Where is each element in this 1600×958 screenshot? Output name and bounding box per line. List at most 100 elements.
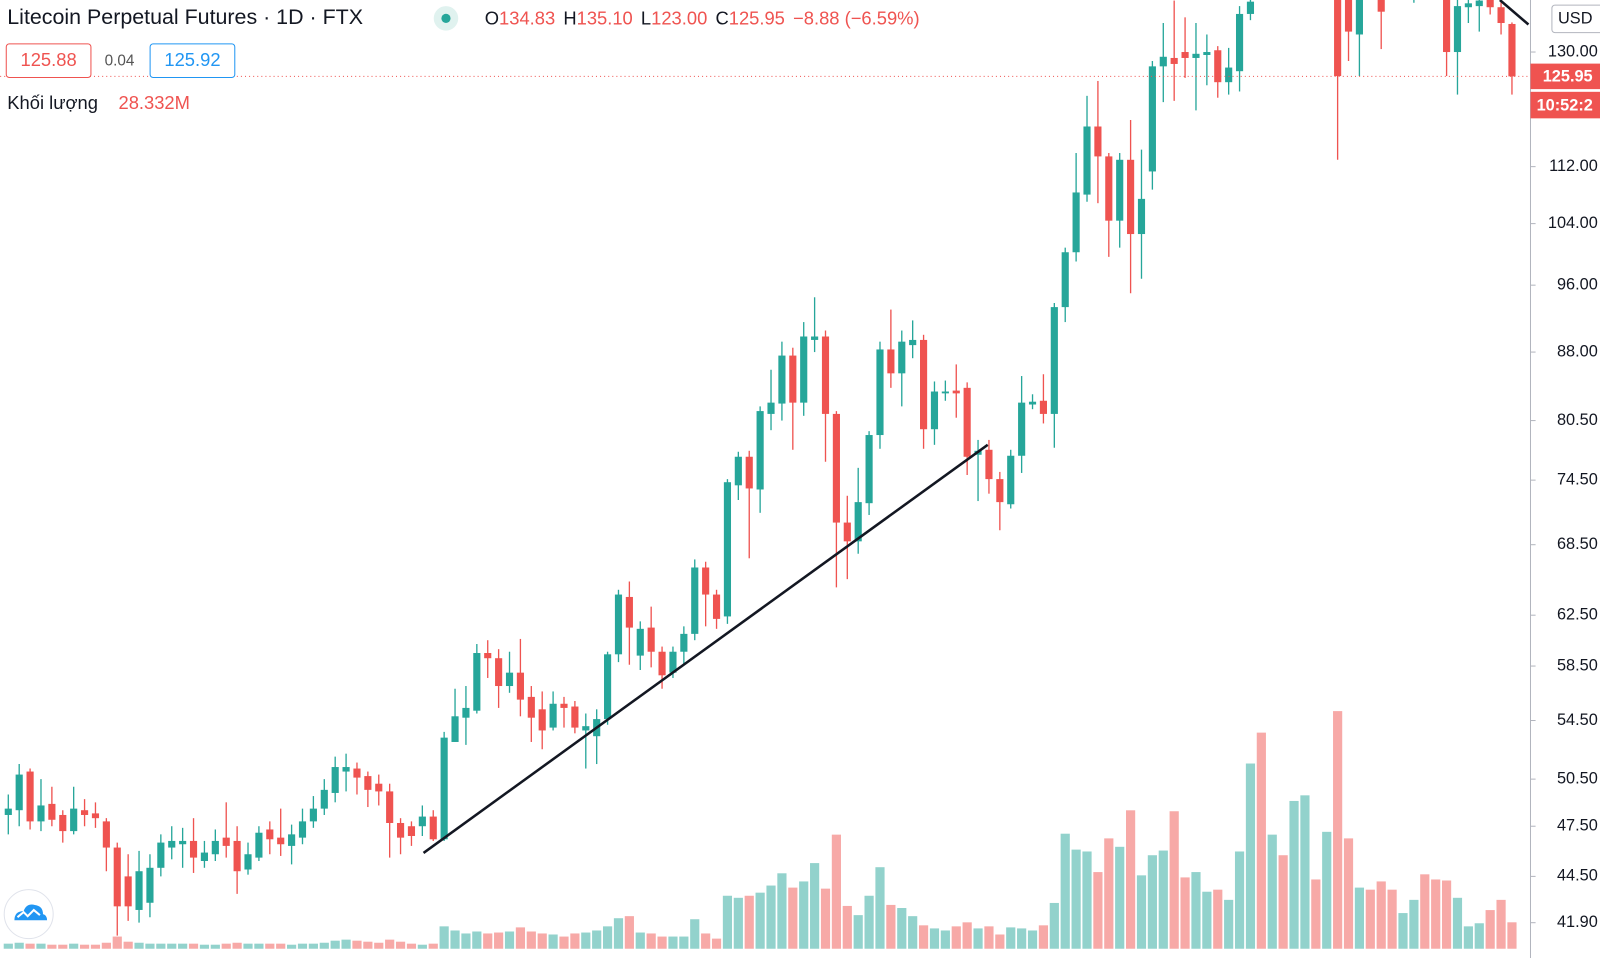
volume-bar: [472, 931, 482, 949]
candle-body: [157, 842, 165, 868]
ask-box[interactable]: [149, 43, 236, 79]
candle-body: [1094, 126, 1102, 157]
candle-body: [37, 805, 45, 822]
volume-bar: [908, 916, 918, 949]
ask: 125.92: [164, 49, 220, 70]
candle-body: [647, 627, 655, 652]
candle-body: [189, 840, 198, 858]
candle-body: [473, 653, 481, 711]
volume-bar: [820, 888, 831, 949]
volume-bar: [14, 942, 24, 949]
candle-body: [1105, 156, 1113, 221]
volume-title: Khối lượng: [7, 92, 98, 113]
volume-bar: [1300, 795, 1310, 949]
volume-bar: [918, 925, 929, 949]
countdown-tag: [1530, 91, 1600, 119]
volume-bar: [341, 939, 351, 949]
candle-body: [1007, 455, 1015, 505]
candle-body: [985, 449, 993, 480]
candle-body: [1028, 401, 1037, 405]
candle-body: [821, 336, 830, 414]
volume-bar: [374, 942, 384, 949]
ohlc-label: H: [563, 7, 576, 28]
volume-bar: [1278, 855, 1288, 949]
candle-body: [1377, 0, 1385, 12]
volume-bar: [1017, 928, 1027, 949]
volume-bar: [537, 933, 547, 949]
volume-bar: [221, 943, 231, 949]
candle-body: [571, 706, 579, 728]
candle-body: [484, 653, 492, 659]
candle-body: [462, 707, 470, 718]
candle-body: [582, 726, 590, 731]
candle-body: [919, 339, 928, 430]
candle-body: [800, 336, 808, 403]
candle-body: [331, 767, 339, 793]
candle-body: [1137, 198, 1146, 235]
volume-bar: [1169, 811, 1179, 949]
volume-bar: [1409, 899, 1419, 949]
candle-body: [1475, 0, 1483, 7]
symbol-title[interactable]: Litecoin Perpetual Futures · 1D · FTX: [7, 5, 363, 29]
ohlc-label: O: [485, 7, 499, 28]
volume-bar: [1147, 855, 1157, 949]
candle-body: [702, 567, 710, 595]
candle-body: [1497, 7, 1505, 24]
volume-bar: [1507, 922, 1517, 949]
candle-body: [396, 822, 405, 838]
candle-body: [375, 783, 383, 792]
candle-body: [1116, 159, 1124, 221]
candle-body: [1148, 66, 1156, 172]
candle-body: [386, 791, 394, 823]
candle-body: [407, 826, 416, 836]
volume-bar: [1398, 913, 1408, 949]
volume-bar: [1485, 910, 1495, 949]
volume-bar: [1354, 887, 1365, 949]
candle-body: [930, 391, 939, 430]
candle-body: [429, 816, 437, 840]
candle-body: [1225, 67, 1233, 83]
volume-bar: [265, 943, 275, 949]
candle-body: [658, 651, 666, 676]
volume-bar: [494, 932, 504, 949]
volume-bar: [1387, 889, 1397, 949]
trend-line: [1499, 0, 1530, 26]
candle-body: [516, 672, 524, 700]
bid: 125.88: [21, 49, 77, 70]
volume-bar: [701, 933, 711, 949]
volume-bar: [79, 944, 90, 949]
candle-body: [353, 768, 361, 778]
volume-bar: [112, 936, 122, 949]
volume-bar: [450, 930, 460, 949]
volume-bar: [1474, 923, 1484, 949]
y-tick-label: 88.00: [1557, 342, 1598, 360]
candle-body: [211, 840, 219, 855]
volume-bar: [243, 943, 253, 949]
candle-body: [734, 456, 742, 486]
volume-bar: [984, 926, 994, 949]
volume-bar: [679, 936, 689, 949]
candle-body: [102, 821, 110, 848]
candle-body: [712, 594, 721, 619]
volume-bar: [842, 905, 852, 949]
y-tick-label: 58.50: [1557, 656, 1598, 674]
currency-box[interactable]: [1551, 4, 1600, 34]
status-dot: [441, 13, 451, 23]
candle-body: [1170, 57, 1178, 64]
candle-body: [277, 837, 285, 845]
candle-body: [832, 413, 840, 523]
volume-bar: [929, 928, 940, 949]
candle-body: [1246, 1, 1255, 14]
volume-bar: [1202, 891, 1212, 949]
volume-bar: [711, 938, 722, 949]
candle-body: [81, 810, 89, 815]
ohlc-label: C: [715, 7, 728, 28]
y-tick-label: 130.00: [1548, 42, 1598, 60]
y-tick-label: 96.00: [1557, 275, 1598, 293]
candle-body: [4, 808, 12, 815]
volume-bar: [1322, 831, 1332, 949]
volume-bar: [592, 930, 602, 949]
volume-bar: [330, 940, 340, 949]
candle-body: [48, 803, 56, 820]
bid-box[interactable]: [5, 43, 92, 79]
